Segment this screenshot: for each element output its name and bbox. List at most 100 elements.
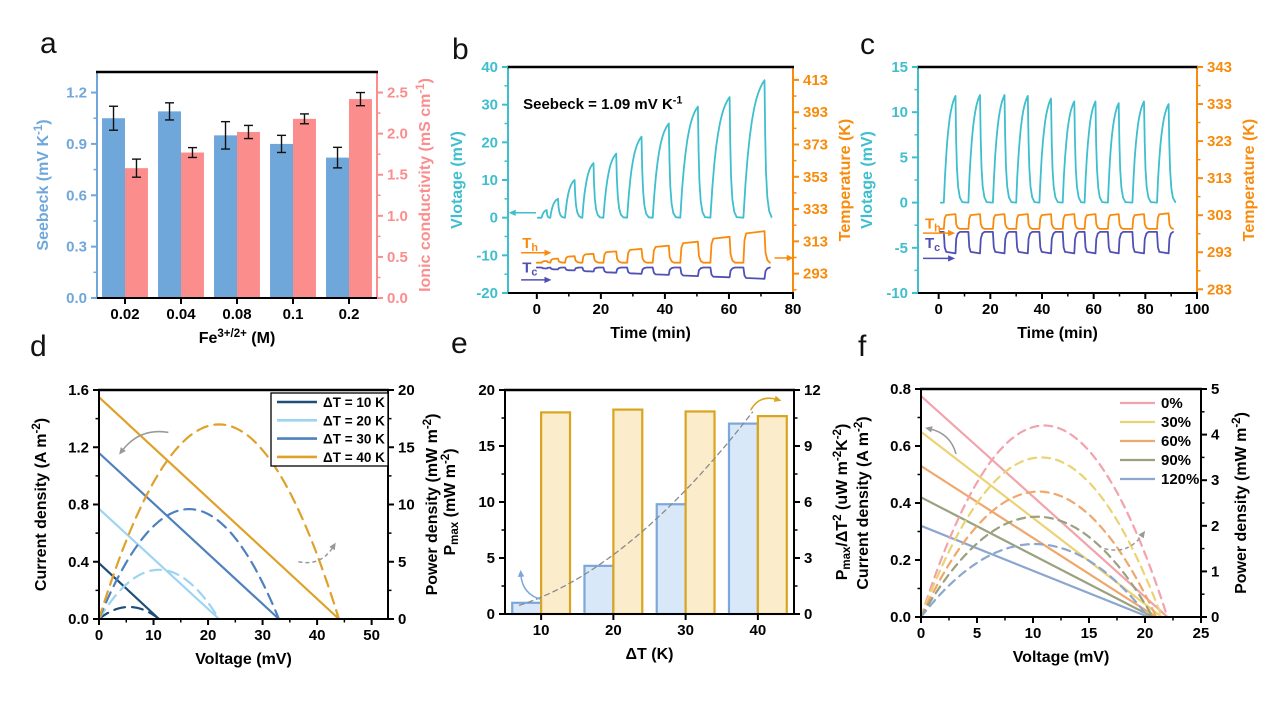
y-tick-label: 0.8 (890, 381, 911, 398)
x-tick-label: 10 (533, 622, 550, 639)
bar-conductivity (181, 152, 204, 298)
iv-line (97, 507, 221, 621)
y-tick-label: 12 (804, 382, 821, 399)
y-tick-label: 40 (481, 59, 498, 76)
y-tick-label: 0.0 (66, 290, 87, 307)
y-tick-label: -5 (895, 240, 908, 257)
y-tick-label: 333 (803, 201, 828, 218)
panel-c-chart: -10 -5 0 5 10 15 283 293 303 313 323 333 343 0 20 40 60 8… (859, 59, 1258, 342)
panel-label-b: b (452, 33, 469, 66)
iv-line (97, 396, 340, 621)
trend-line (518, 411, 754, 606)
y-tick-label: -20 (476, 285, 498, 302)
arrowhead-icon (517, 569, 525, 578)
y-tick-label: 10 (891, 104, 908, 121)
y-tick-label: 5 (487, 550, 495, 567)
y-tick-label: 0 (398, 611, 406, 628)
x-tick-label: 0 (533, 301, 541, 318)
arrowhead-icon (544, 276, 552, 284)
y-tick-label: -10 (886, 285, 908, 302)
iv-line (919, 395, 1169, 619)
power-curve (97, 508, 280, 621)
y-tick-label: 2.5 (387, 85, 408, 102)
y-tick-label: 1.0 (387, 208, 408, 225)
arrowhead-icon (329, 542, 336, 551)
x-axis-label: Time (min) (610, 325, 691, 342)
bar-pmax (511, 601, 543, 616)
temperature-curve (535, 230, 771, 264)
x-tick-label: 60 (721, 301, 738, 318)
y-tick-label: 1.2 (66, 85, 87, 102)
x-tick-label: 0 (95, 627, 103, 644)
bar-conductivity (237, 131, 260, 298)
panel-label-f: f (858, 330, 867, 363)
voltage-curve (536, 79, 773, 219)
y-tick-label: 1 (1211, 563, 1219, 580)
panel-a-chart: 0.0 0.3 0.6 0.9 1.2 0.0 0.5 1.0 1.5 2.0 2.5 0.02 0.0… (33, 70, 434, 347)
x-tick-label: 30 (254, 627, 271, 644)
iv-line (919, 524, 1150, 619)
x-tick-label: 20 (593, 301, 610, 318)
x-tick-label: 40 (657, 301, 674, 318)
panel-label-a: a (40, 27, 57, 60)
bar-conductivity (349, 99, 372, 299)
y-tick-label: 0.9 (66, 136, 87, 153)
y-tick-label: 333 (1207, 96, 1232, 113)
y-tick-label: 0.5 (387, 249, 408, 266)
y-tick-label: 293 (803, 266, 828, 283)
x-tick-label: 80 (785, 301, 802, 318)
y-tick-label: 303 (1207, 207, 1232, 224)
y-tick-label: 0.6 (890, 438, 911, 455)
left-axis-label: Current density (A m-2) (853, 416, 872, 589)
left-axis-label: Seebeck (mV K-1) (33, 119, 52, 250)
x-tick-label: 15 (1081, 625, 1098, 642)
panel-b-chart: -20 -10 0 10 20 30 40 293 313 333 353 373 393 413 0 20 4… (449, 59, 854, 342)
power-curve (97, 605, 161, 621)
legend-label: 0% (1161, 395, 1183, 412)
panel-label-d: d (30, 330, 47, 363)
y-tick-label: 0.3 (66, 239, 87, 256)
temperature-curve (535, 266, 771, 280)
power-curve (919, 424, 1169, 619)
y-tick-label: 0.0 (890, 609, 911, 626)
panel-e-chart: 0 5 10 15 20 0 3 6 9 12 10 20 30 40 Pmax (mW m-2) Pmax/… (440, 382, 853, 663)
y-tick-label: 30 (481, 97, 498, 114)
arrowhead-icon (948, 229, 956, 237)
y-tick-label: 20 (398, 382, 415, 399)
legend-label: 60% (1161, 433, 1191, 450)
arrowhead-icon (1138, 530, 1146, 539)
right-axis-label: Power density (mW m-2) (422, 414, 441, 596)
y-tick-label: 1.6 (68, 382, 89, 399)
y-tick-label: 293 (1207, 244, 1232, 261)
x-axis-label: ΔT (K) (626, 646, 674, 663)
y-tick-label: 4 (1211, 427, 1220, 444)
temperature-curve (939, 212, 1174, 230)
y-tick-label: 0.6 (66, 187, 87, 204)
legend-label: ΔT = 40 K (323, 450, 385, 465)
x-tick-label: 100 (1184, 301, 1209, 318)
legend-box (270, 392, 389, 467)
voltage-curve (939, 94, 1177, 204)
annotation: Th (522, 235, 538, 254)
power-curve (97, 423, 340, 621)
bar-pmax-dt2 (540, 411, 572, 616)
y-tick-label: 0.4 (890, 495, 912, 512)
legend-label: 30% (1161, 414, 1191, 431)
x-tick-label: 20 (982, 301, 999, 318)
bar-pmax (583, 564, 615, 616)
y-tick-label: 15 (398, 439, 415, 456)
y-tick-label: 393 (803, 104, 828, 121)
left-axis-label: Vlotage (mV) (859, 131, 876, 229)
y-tick-label: 0.8 (68, 497, 89, 514)
right-axis-label: Ionic conductivity (mS cm-1) (415, 78, 434, 292)
legend-label: 120% (1161, 471, 1199, 488)
y-tick-label: 1.2 (68, 439, 89, 456)
power-curve (919, 456, 1163, 619)
legend-label: ΔT = 10 K (323, 395, 385, 410)
arrowhead-icon (773, 395, 782, 402)
x-tick-label: 10 (145, 627, 162, 644)
y-tick-label: 313 (1207, 170, 1232, 187)
x-axis-label: Voltage (mV) (195, 651, 292, 668)
